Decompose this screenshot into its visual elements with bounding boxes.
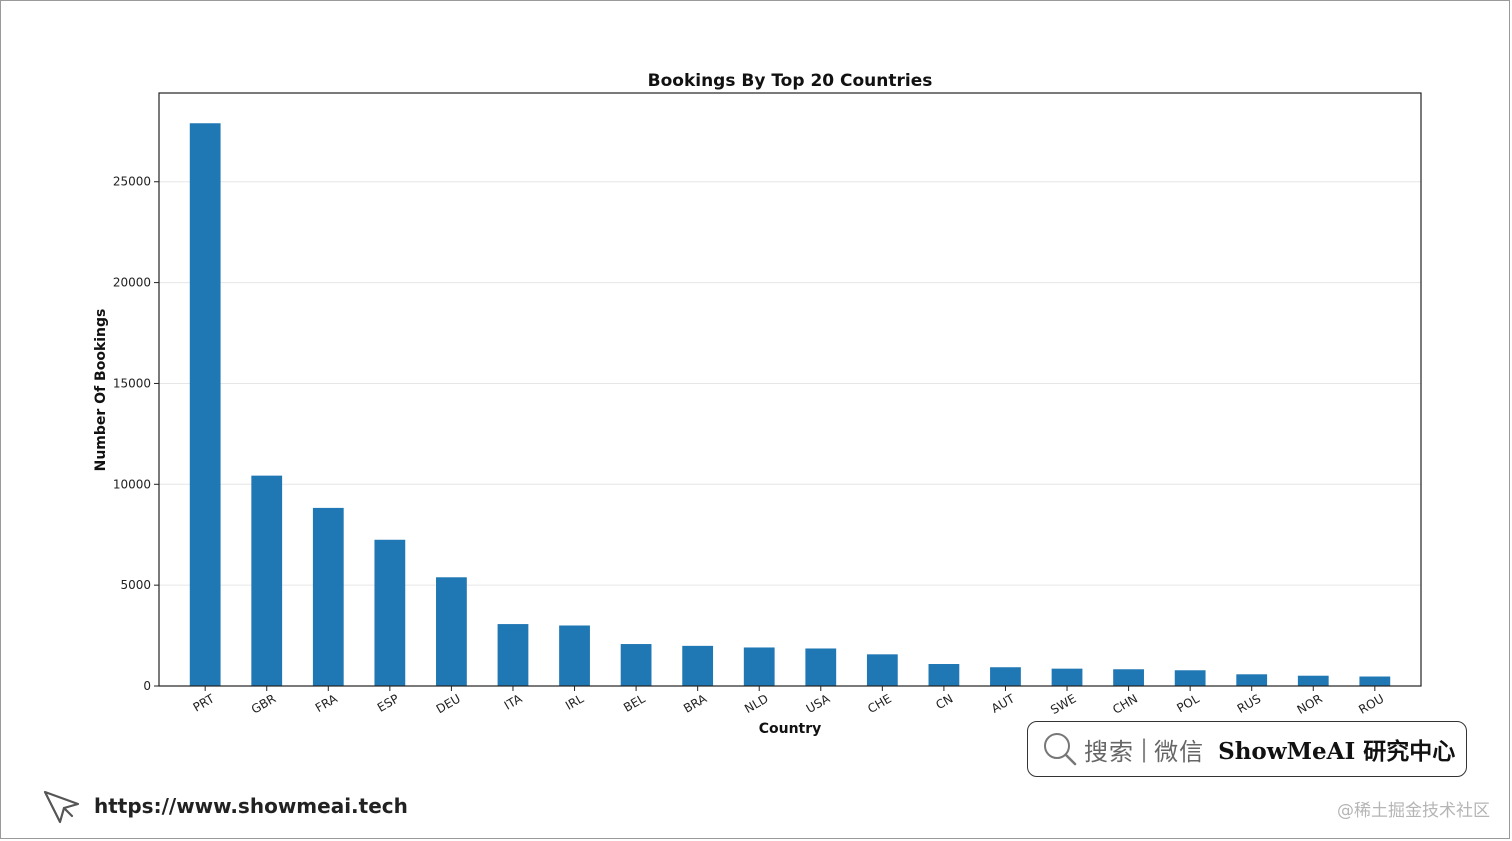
bar-bra [682, 645, 714, 686]
search-label: 搜索 [1084, 737, 1134, 766]
wechat-label: 微信 [1154, 737, 1205, 766]
y-tick-label: 10000 [113, 477, 151, 491]
x-tick-label: DEU [434, 691, 463, 716]
bar-deu [436, 577, 467, 686]
x-tick-label: USA [804, 691, 833, 716]
bar-esp [374, 539, 406, 686]
x-tick-label: CHE [865, 691, 894, 716]
bar-swe [1051, 668, 1083, 686]
bar-aut [990, 667, 1021, 686]
x-tick-label: RUS [1235, 691, 1263, 715]
footer-url: https://www.showmeai.tech [42, 786, 408, 826]
cursor-arrow-icon [43, 790, 80, 824]
chart-title: Bookings By Top 20 Countries [648, 71, 933, 91]
brand-name: ShowMeAI 研究中心 [1218, 738, 1456, 765]
x-axis-ticks: PRT GBR FRA ESP DEU ITA IRL BEL BRA NLD USA CHE CN AU… [191, 686, 1386, 717]
x-tick-label: AUT [989, 691, 1018, 716]
x-tick-label: PRT [191, 691, 218, 714]
y-axis-ticks: 0 5000 10000 15000 20000 25000 [113, 175, 159, 693]
magnifier-icon [1044, 733, 1077, 766]
bar-rou [1359, 676, 1391, 686]
website-link[interactable]: https://www.showmeai.tech [94, 794, 408, 818]
x-axis-label: Country [759, 721, 822, 737]
bar-che [866, 654, 898, 686]
grid-lines [159, 181, 1421, 586]
x-tick-label: BEL [621, 691, 648, 715]
y-tick-label: 0 [143, 679, 151, 693]
bar-chn [1113, 669, 1144, 686]
watermark: @稀土掘金技术社区 [1337, 801, 1490, 821]
bar-prt [189, 123, 221, 686]
x-tick-label: ESP [375, 691, 401, 714]
x-tick-label: NLD [742, 691, 771, 716]
x-tick-label: GBR [249, 691, 278, 716]
y-tick-label: 15000 [113, 376, 151, 390]
x-tick-label: IRL [563, 691, 586, 713]
bar-nld [743, 647, 775, 686]
bar-rus [1236, 674, 1268, 686]
x-tick-label: POL [1174, 691, 1202, 715]
y-tick-label: 25000 [113, 175, 151, 189]
plot-area-border [158, 92, 1422, 687]
bar-chart: Bookings By Top 20 Countries 0 5000 10000 1… [93, 71, 1422, 737]
bar-irl [559, 625, 590, 686]
x-tick-label: ITA [502, 691, 525, 713]
search-banner: 搜索 | 微信 ShowMeAI 研究中心 [1027, 721, 1467, 777]
separator: | [1140, 735, 1149, 763]
bar-bel [620, 644, 652, 686]
x-tick-label: CHN [1110, 691, 1140, 716]
bar-cn [928, 664, 960, 686]
x-tick-label: BRA [681, 691, 710, 716]
x-tick-label: SWE [1048, 691, 1078, 717]
bar-ita [497, 624, 529, 686]
x-tick-label: FRA [313, 691, 341, 715]
bar-gbr [251, 475, 283, 686]
bar-nor [1297, 675, 1329, 686]
bar-usa [805, 648, 837, 686]
x-tick-label: CN [933, 691, 955, 712]
y-tick-label: 5000 [120, 578, 151, 592]
bars [189, 123, 1391, 686]
x-tick-label: NOR [1295, 691, 1325, 717]
x-tick-label: ROU [1356, 691, 1386, 716]
y-axis-label: Number Of Bookings [93, 309, 109, 472]
bar-fra [312, 507, 344, 686]
bar-pol [1174, 670, 1206, 686]
y-tick-label: 20000 [113, 276, 151, 290]
